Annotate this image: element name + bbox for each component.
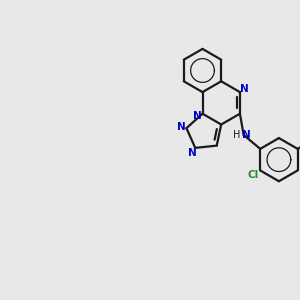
Text: N: N [242,130,251,140]
Text: N: N [240,84,249,94]
Text: N: N [177,122,185,132]
Text: N: N [188,148,197,158]
Text: Cl: Cl [247,170,259,180]
Text: N: N [194,111,202,122]
Text: H: H [233,130,241,140]
